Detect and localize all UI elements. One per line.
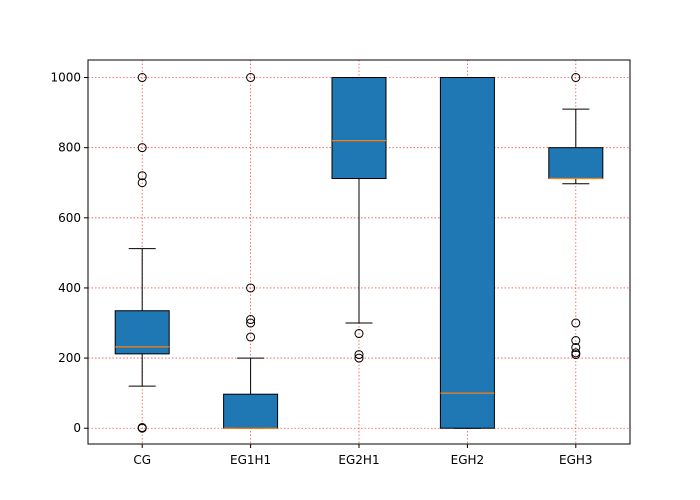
- outlier-point: [246, 283, 256, 293]
- outlier-point: [137, 73, 147, 83]
- box-iqr: [223, 393, 279, 429]
- y-tick-label: 1000: [50, 71, 81, 85]
- x-tick-label: EG1H1: [230, 453, 271, 467]
- box-egh2: [439, 77, 495, 429]
- box-eg1h1: [223, 73, 279, 429]
- x-tick-label: EGH3: [559, 453, 593, 467]
- y-tick-label: 800: [58, 141, 81, 155]
- box-egh3: [548, 73, 604, 360]
- outlier-point: [571, 318, 581, 328]
- outlier-point: [137, 143, 147, 153]
- box-cg: [114, 73, 170, 433]
- box-iqr: [331, 77, 387, 180]
- outlier-point: [246, 315, 256, 325]
- box-iqr: [439, 77, 495, 429]
- outlier-point: [354, 353, 364, 363]
- y-tick-label: 0: [73, 421, 81, 435]
- outlier-point: [571, 343, 581, 353]
- outlier-point: [246, 332, 256, 342]
- y-tick-label: 600: [58, 211, 81, 225]
- boxes: [114, 73, 604, 433]
- ticks: 0 200 400 600 800 1000 CG EG1H1 EG2H1 EGH2 EGH3: [50, 71, 592, 467]
- outlier-point: [137, 178, 147, 188]
- outlier-point: [137, 171, 147, 181]
- outlier-point: [354, 329, 364, 339]
- outlier-point: [354, 350, 364, 360]
- outlier-point: [571, 348, 581, 358]
- x-tick-label: CG: [133, 453, 151, 467]
- plot-frame: [87, 59, 631, 445]
- box-iqr: [548, 147, 604, 180]
- box-eg2h1: [331, 77, 387, 363]
- y-tick-label: 200: [58, 351, 81, 365]
- outlier-point: [571, 73, 581, 83]
- outlier-point: [571, 336, 581, 346]
- x-tick-label: EG2H1: [338, 453, 379, 467]
- x-tick-label: EGH2: [451, 453, 485, 467]
- outlier-point: [246, 73, 256, 83]
- y-tick-label: 400: [58, 281, 81, 295]
- outlier-point: [137, 423, 147, 433]
- outlier-point: [246, 318, 256, 328]
